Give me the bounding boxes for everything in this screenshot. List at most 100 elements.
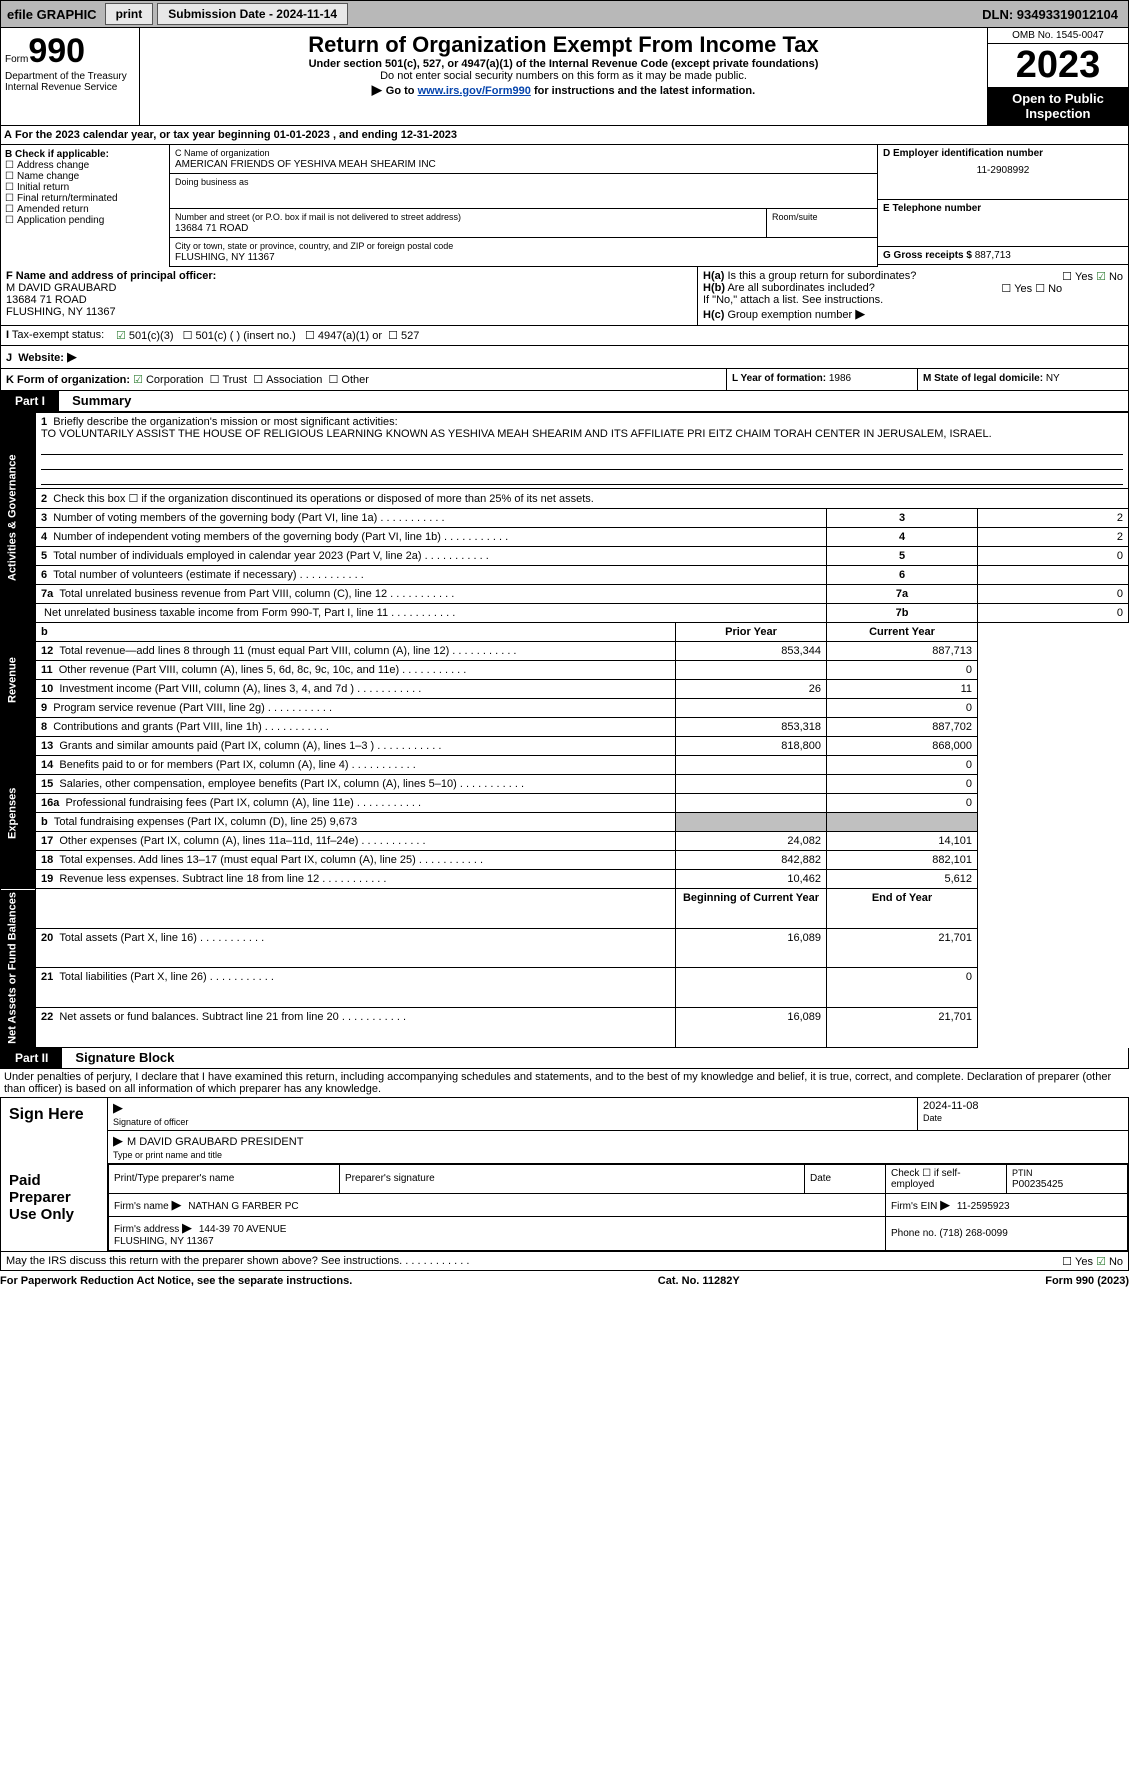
part-2-badge: Part II [1, 1048, 62, 1068]
firm-name: NATHAN G FARBER PC [188, 1201, 298, 1212]
discuss-no[interactable] [1096, 1256, 1109, 1268]
sign-here-label: Sign Here [1, 1098, 108, 1164]
toolbar: efile GRAPHIC print Submission Date - 20… [0, 0, 1129, 28]
table-row: b Total fundraising expenses (Part IX, c… [1, 813, 1129, 832]
goto-tail: for instructions and the latest informat… [534, 85, 755, 97]
k-label: K Form of organization: [6, 374, 130, 386]
website-label: Website: [18, 352, 64, 364]
form-title: Return of Organization Exempt From Incom… [144, 32, 983, 58]
arrow-icon [855, 309, 869, 321]
table-row: 9 Program service revenue (Part VIII, li… [1, 699, 1129, 718]
hb-no[interactable] [1035, 283, 1048, 295]
name-label: C Name of organization [175, 148, 270, 158]
table-row: 6 Total number of volunteers (estimate i… [1, 566, 1129, 585]
table-row: 4 Number of independent voting members o… [1, 528, 1129, 547]
officer-label: F Name and address of principal officer: [6, 270, 216, 282]
irs-link[interactable]: www.irs.gov/Form990 [418, 85, 531, 97]
print-button[interactable]: print [105, 3, 154, 25]
arrow-icon [372, 85, 386, 97]
arrow-icon [940, 1201, 954, 1212]
officer-city: FLUSHING, NY 11367 [6, 306, 116, 318]
checkbox-name-change[interactable] [5, 171, 17, 182]
h-note: If "No," attach a list. See instructions… [703, 294, 883, 306]
m-value: NY [1046, 373, 1060, 384]
checkbox-501c3[interactable] [116, 330, 129, 342]
table-row: 16a Professional fundraising fees (Part … [1, 794, 1129, 813]
prep-name-label: Print/Type preparer's name [109, 1164, 340, 1193]
submission-date-button[interactable]: Submission Date - 2024-11-14 [157, 3, 348, 25]
city-label: City or town, state or province, country… [175, 241, 453, 251]
subtitle-2: Do not enter social security numbers on … [144, 70, 983, 82]
checkbox-other[interactable] [329, 374, 342, 386]
street: 13684 71 ROAD [175, 223, 248, 234]
checkbox-initial-return[interactable] [5, 182, 17, 193]
gross-receipts-value: 887,713 [975, 250, 1011, 261]
officer-street: 13684 71 ROAD [6, 294, 87, 306]
table-row: 12 Total revenue—add lines 8 through 11 … [1, 642, 1129, 661]
officer-block: F Name and address of principal officer:… [0, 267, 1129, 326]
firm-phone-label: Phone no. [891, 1228, 937, 1239]
arrow-icon [171, 1201, 185, 1212]
checkbox-final-return[interactable] [5, 193, 17, 204]
l1-label: Briefly describe the organization's miss… [53, 416, 397, 428]
table-row: 22 Net assets or fund balances. Subtract… [1, 1008, 1129, 1048]
ha-no[interactable] [1096, 271, 1109, 283]
footer-right: Form 990 (2023) [1045, 1275, 1129, 1287]
line-a: A For the 2023 calendar year, or tax yea… [0, 126, 1129, 145]
arrow-icon [182, 1224, 196, 1235]
current-year-header: Current Year [869, 626, 935, 638]
arrow-icon [113, 1136, 127, 1148]
firm-addr2: FLUSHING, NY 11367 [114, 1236, 214, 1247]
ptin-label: PTIN [1012, 1168, 1033, 1178]
hc-text: Group exemption number [727, 309, 852, 321]
discuss-yes[interactable] [1062, 1256, 1075, 1268]
table-row: 8 Contributions and grants (Part VIII, l… [1, 718, 1129, 737]
checkbox-501c[interactable] [183, 330, 196, 342]
l-value: 1986 [829, 373, 851, 384]
checkbox-amended[interactable] [5, 204, 17, 215]
org-name: AMERICAN FRIENDS OF YESHIVA MEAH SHEARIM… [175, 159, 436, 170]
checkbox-app-pending[interactable] [5, 215, 17, 226]
checkbox-assoc[interactable] [253, 374, 266, 386]
prep-sig-label: Preparer's signature [340, 1164, 805, 1193]
firm-ein: 11-2595923 [957, 1201, 1010, 1212]
checkbox-corp[interactable] [133, 374, 146, 386]
status-row: I Tax-exempt status: 501(c)(3) 501(c) ( … [0, 326, 1129, 346]
officer-name-title: M DAVID GRAUBARD PRESIDENT [127, 1136, 303, 1148]
type-label: Type or print name and title [113, 1150, 222, 1160]
sig-date: 2024-11-08 [923, 1100, 978, 1112]
ptin-value: P00235425 [1012, 1179, 1063, 1190]
table-row: 15 Salaries, other compensation, employe… [1, 775, 1129, 794]
l2-text: Check this box ☐ if the organization dis… [53, 493, 594, 505]
sig-officer-label: Signature of officer [113, 1117, 188, 1127]
form-word: Form [5, 54, 28, 65]
ha-yes[interactable] [1062, 271, 1075, 283]
table-row: 7a Total unrelated business revenue from… [1, 585, 1129, 604]
footer: For Paperwork Reduction Act Notice, see … [0, 1271, 1129, 1291]
sig-date-label: Date [923, 1113, 942, 1123]
checkbox-527[interactable] [388, 330, 401, 342]
checkbox-address-change[interactable] [5, 160, 17, 171]
table-row: 17 Other expenses (Part IX, column (A), … [1, 832, 1129, 851]
prior-year-header: Prior Year [725, 626, 777, 638]
klm-row: K Form of organization: Corporation Trus… [0, 369, 1129, 391]
tax-status-label: Tax-exempt status: [12, 329, 104, 341]
table-row: 14 Benefits paid to or for members (Part… [1, 756, 1129, 775]
city: FLUSHING, NY 11367 [175, 252, 275, 263]
table-row: Net unrelated business taxable income fr… [1, 604, 1129, 623]
dln-label: DLN: 93493319012104 [982, 7, 1128, 22]
table-row: 5 Total number of individuals employed i… [1, 547, 1129, 566]
m-label: M State of legal domicile: [923, 373, 1043, 384]
checkbox-4947[interactable] [305, 330, 318, 342]
website-row: J Website: [0, 346, 1129, 369]
l1-text: TO VOLUNTARILY ASSIST THE HOUSE OF RELIG… [41, 428, 992, 440]
table-row: 19 Revenue less expenses. Subtract line … [1, 870, 1129, 889]
sidebar-revenue: Revenue [1, 623, 36, 737]
hb-yes[interactable] [1001, 283, 1014, 295]
self-employed: Check ☐ if self-employed [886, 1164, 1007, 1193]
checkbox-trust[interactable] [210, 374, 223, 386]
firm-name-label: Firm's name [114, 1201, 169, 1212]
form-number: 990 [28, 32, 85, 70]
l-label: L Year of formation: [732, 373, 826, 384]
form-header: Form990 Department of the Treasury Inter… [0, 28, 1129, 126]
